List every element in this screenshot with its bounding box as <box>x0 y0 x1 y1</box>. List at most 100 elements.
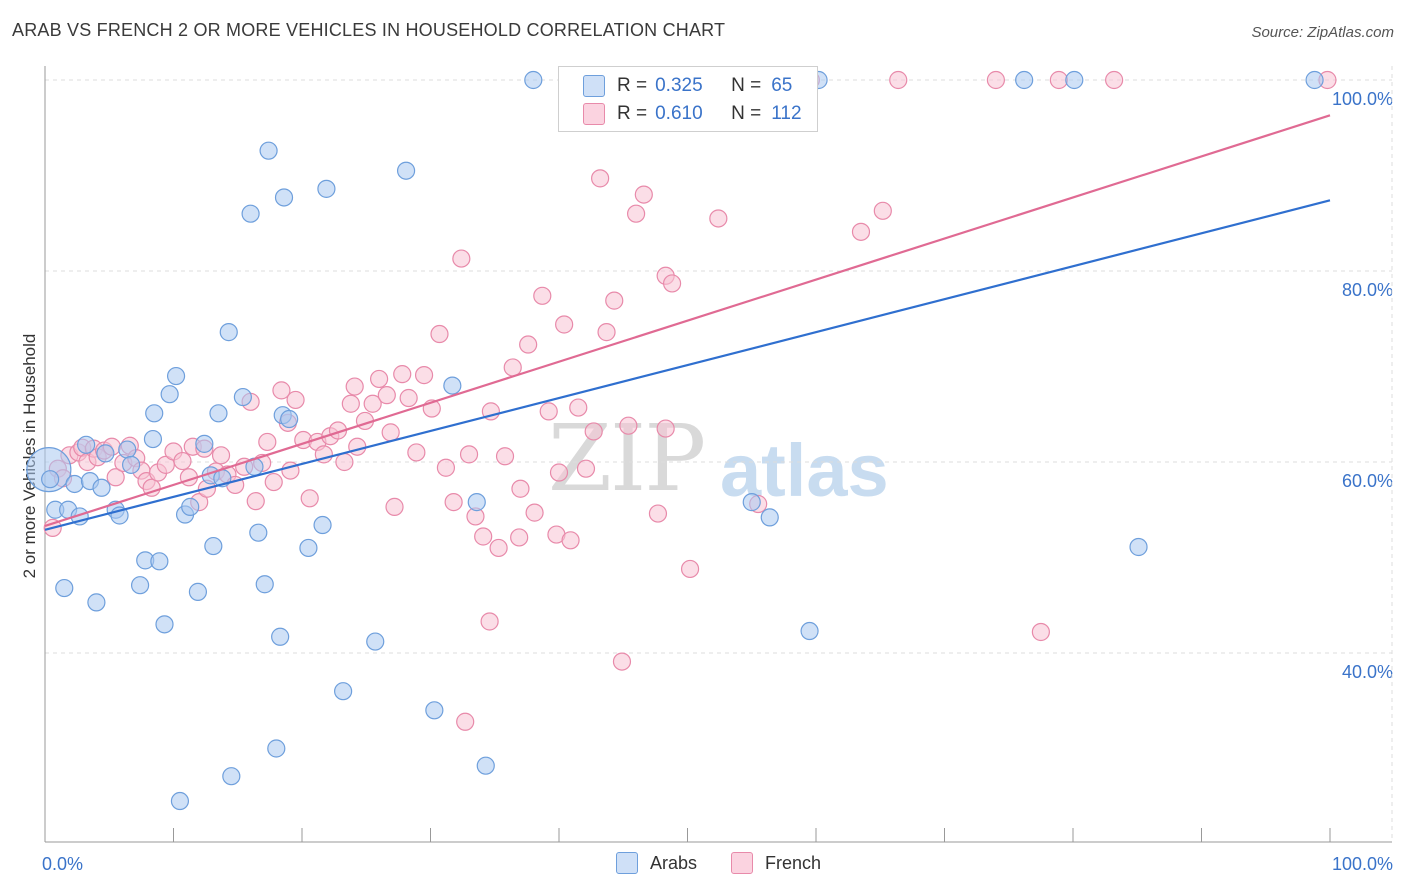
arab-point <box>204 536 223 556</box>
french-point <box>480 612 499 631</box>
french-point <box>495 447 515 466</box>
arabs-legend-swatch <box>616 852 638 874</box>
arab-point <box>334 682 353 701</box>
french-point <box>510 528 529 547</box>
n-label: N = <box>731 103 762 124</box>
french-point <box>539 402 558 421</box>
french-point <box>173 451 192 471</box>
x-tick-label: 100.0% <box>1332 854 1393 874</box>
arab-point <box>259 141 278 160</box>
legend-item-french[interactable]: French <box>731 852 821 874</box>
arab-point <box>425 701 444 720</box>
french-point <box>519 335 538 354</box>
french-point <box>414 365 434 385</box>
arab-point <box>800 621 819 641</box>
arab-point <box>65 474 84 494</box>
french-point <box>889 70 908 90</box>
french-point <box>605 291 624 310</box>
y-tick-label: 40.0% <box>1342 662 1393 682</box>
french-point <box>555 315 574 334</box>
chart-title: ARAB VS FRENCH 2 OR MORE VEHICLES IN HOU… <box>12 20 726 40</box>
french-point <box>142 478 161 497</box>
arab-point <box>77 435 96 454</box>
arab-point <box>313 515 332 535</box>
y-tick-label: 60.0% <box>1342 471 1393 491</box>
french-point <box>106 468 125 487</box>
arab-point <box>1015 70 1034 90</box>
arab-point <box>1129 537 1148 557</box>
legend-label-french: French <box>765 852 822 873</box>
arab-point <box>195 434 214 453</box>
french-point <box>474 527 493 546</box>
arab-point <box>524 70 543 90</box>
french-point <box>634 185 653 204</box>
arab-point <box>145 404 164 423</box>
french-point <box>873 201 892 220</box>
french-point <box>393 365 412 384</box>
arab-point <box>160 385 179 404</box>
arab-point <box>96 444 115 463</box>
r-label: R = <box>617 75 648 96</box>
french-point <box>1049 70 1068 90</box>
french-point <box>363 394 382 413</box>
french-point <box>576 459 596 478</box>
french-point <box>452 249 471 268</box>
french-point <box>549 463 569 482</box>
arab-point <box>92 478 111 497</box>
arabs-swatch <box>583 75 605 97</box>
french-point <box>211 446 231 465</box>
french-point <box>436 458 456 477</box>
legend-label-arabs: Arabs <box>650 852 698 873</box>
french-point <box>511 479 530 498</box>
french-point <box>459 445 479 464</box>
french-point <box>851 222 871 241</box>
french-point <box>381 423 400 442</box>
stats-legend: R = 0.325 N = 65 R = 0.610 N = 112 <box>558 66 818 132</box>
french-point <box>569 398 588 417</box>
french-point <box>341 394 360 413</box>
arab-point <box>87 593 106 612</box>
arab-point <box>760 508 779 527</box>
arab-point <box>118 440 137 459</box>
french-point <box>264 472 283 492</box>
arab-point <box>121 455 141 474</box>
arab-point <box>143 429 163 449</box>
french-point <box>370 369 389 389</box>
legend-item-arabs[interactable]: Arabs <box>616 852 697 874</box>
arab-point <box>249 523 268 542</box>
french-point <box>1105 70 1124 90</box>
arab-point <box>396 161 416 180</box>
french-point <box>272 381 291 400</box>
arab-point <box>241 204 260 223</box>
french-point <box>597 323 616 342</box>
french-point <box>335 452 354 472</box>
arab-point <box>209 404 228 423</box>
arab-point <box>317 179 336 198</box>
arab-point <box>150 552 169 571</box>
french-point <box>612 652 632 671</box>
french-point <box>258 432 277 452</box>
arab-point <box>222 767 241 786</box>
french-point <box>345 377 364 396</box>
arab-point <box>271 627 290 646</box>
french-point <box>591 169 610 188</box>
arab-point <box>476 756 495 775</box>
arab-point <box>280 409 299 429</box>
french-point <box>246 492 265 511</box>
arab-point <box>443 376 462 395</box>
arab-point <box>366 632 385 651</box>
french-point <box>385 497 404 516</box>
arab-point <box>267 739 286 758</box>
x-tick-label: 0.0% <box>42 854 83 874</box>
n-label: N = <box>731 75 762 96</box>
french-point <box>561 531 580 550</box>
y-tick-label: 80.0% <box>1342 280 1393 300</box>
arab-point <box>742 493 761 512</box>
french-point <box>525 503 544 522</box>
french-point <box>648 504 668 523</box>
french-point <box>662 274 682 293</box>
french-point <box>399 388 418 408</box>
french-point <box>407 443 426 462</box>
arab-point <box>299 538 318 558</box>
french-point <box>533 286 552 305</box>
